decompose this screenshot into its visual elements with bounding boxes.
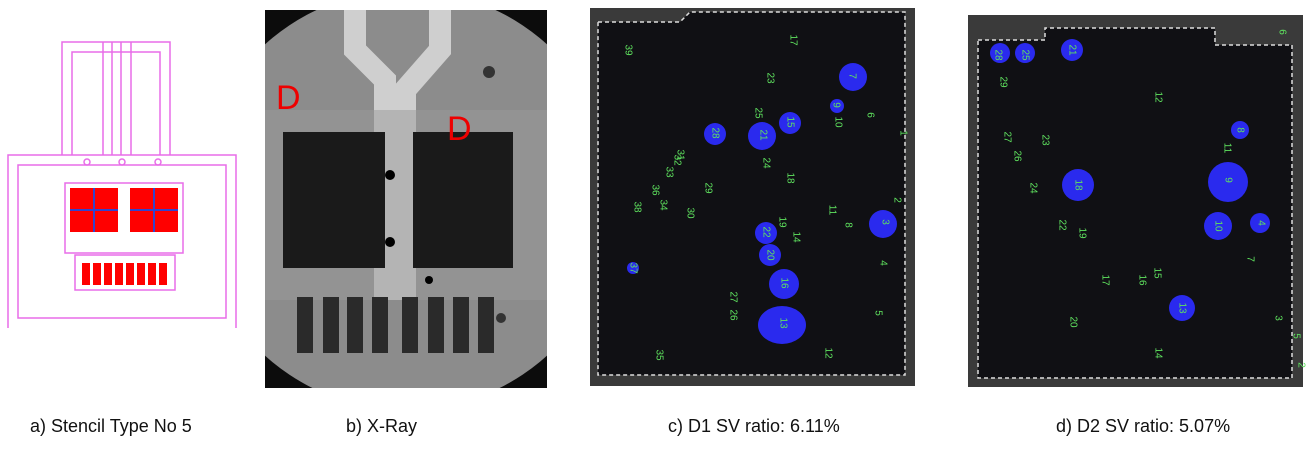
caption: d) D2 SV ratio: 5.07% [1056, 416, 1230, 436]
void-label: 24 [1027, 182, 1038, 194]
void-label: 24 [760, 157, 771, 169]
void-label: 30 [684, 207, 695, 219]
void-label: 14 [1152, 347, 1163, 359]
void-label: 13 [1176, 302, 1187, 314]
xray-image [196, 0, 616, 410]
void-label: 34 [657, 199, 668, 211]
void-label: 10 [832, 116, 843, 128]
void-label: 11 [1221, 143, 1232, 154]
void-label: 5 [872, 310, 883, 316]
void-label: 4 [1255, 220, 1266, 226]
void-label: 19 [776, 216, 787, 228]
void-label: 33 [663, 166, 674, 178]
void-label: 19 [1076, 227, 1087, 239]
stencil-drawing [8, 42, 236, 328]
void-label: 26 [727, 309, 738, 321]
xray-label: D [276, 79, 301, 117]
void-label: 3 [879, 219, 890, 225]
void-label: 20 [764, 249, 775, 261]
void-label: 7 [846, 73, 857, 79]
void-label: 22 [760, 226, 771, 238]
void-label: 13 [777, 317, 788, 329]
void-label: 15 [784, 116, 795, 128]
void-label: 21 [1066, 44, 1077, 56]
void-label: 1 [897, 130, 908, 136]
void-label: 12 [1152, 91, 1163, 103]
void-label: 36 [649, 184, 660, 196]
void-label: 21 [757, 129, 768, 141]
void-label: 8 [1234, 127, 1245, 133]
void-label: 18 [784, 172, 795, 184]
void-image-d2 [968, 15, 1303, 387]
caption: c) D1 SV ratio: 6.11% [668, 416, 840, 436]
void-label: 3 [1272, 315, 1283, 321]
void-label: 8 [842, 222, 853, 228]
void-label: 22 [1056, 219, 1067, 231]
void-label: 9 [830, 102, 841, 108]
void-label: 35 [653, 349, 664, 361]
void-label: 18 [1072, 179, 1083, 191]
void-label: 4 [877, 260, 888, 266]
void-label: 14 [790, 231, 801, 243]
void-label: 15 [1151, 267, 1162, 279]
void-label: 5 [1290, 333, 1301, 339]
caption: b) X-Ray [346, 416, 417, 436]
void-label: 39 [622, 44, 633, 56]
void-label: 6 [864, 112, 875, 118]
void-label: 11 [826, 205, 837, 216]
void-image-d1 [590, 8, 915, 386]
void-label: 28 [992, 49, 1003, 61]
xray-label: D [447, 110, 472, 148]
void-label: 9 [1222, 177, 1233, 183]
void-label: 37 [627, 262, 638, 274]
void-label: 17 [1099, 274, 1110, 286]
void-label: 10 [1212, 220, 1223, 232]
void-label: 32 [671, 154, 682, 166]
void-label: 7 [1244, 256, 1255, 262]
void-label: 26 [1011, 150, 1022, 162]
void-label: 12 [822, 347, 833, 359]
stencil-pads [70, 188, 178, 285]
void-label: 2 [1295, 362, 1306, 368]
caption: a) Stencil Type No 5 [30, 416, 192, 436]
void-label: 16 [1136, 274, 1147, 286]
void-label: 17 [787, 34, 798, 46]
void-label: 25 [1019, 49, 1030, 61]
void-label: 6 [1276, 29, 1287, 35]
void-label: 29 [702, 182, 713, 194]
void-label: 28 [709, 127, 720, 139]
void-label: 25 [752, 107, 763, 119]
figure: D D a) Stencil Type No 5 b) X-Ray c) D1 … [0, 0, 1309, 452]
void-label: 38 [631, 201, 642, 213]
void-label: 20 [1067, 316, 1078, 328]
void-label: 23 [764, 72, 775, 84]
void-label: 16 [778, 277, 789, 289]
void-label: 27 [1001, 131, 1012, 143]
void-label: 2 [891, 197, 902, 203]
void-label: 27 [727, 291, 738, 303]
void-label: 29 [997, 76, 1008, 88]
void-label: 23 [1039, 134, 1050, 146]
